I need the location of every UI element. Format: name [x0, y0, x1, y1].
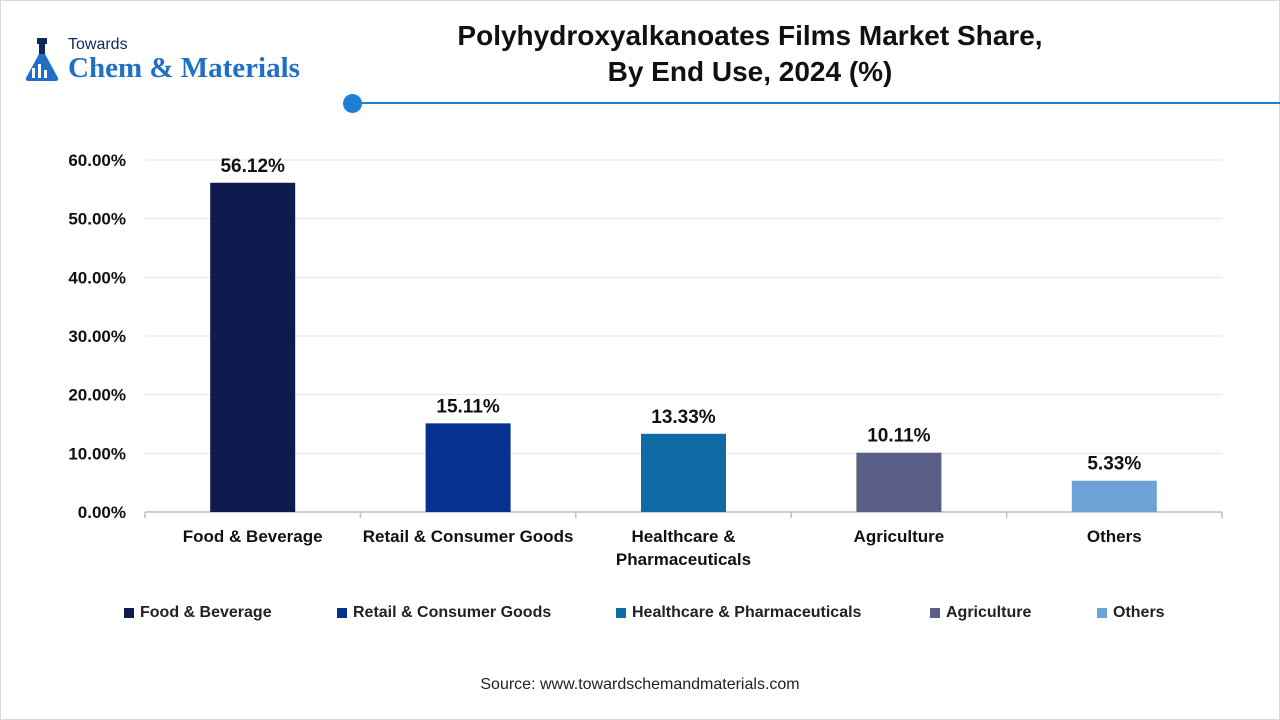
legend-swatch: [1097, 608, 1107, 618]
legend-label: Food & Beverage: [140, 604, 272, 621]
legend-label: Others: [1113, 604, 1165, 621]
data-label: 10.11%: [867, 426, 930, 447]
legend-item: Retail & Consumer Goods: [337, 604, 551, 622]
data-label: 56.12%: [220, 156, 285, 177]
legend-item: Others: [1097, 604, 1165, 622]
chart-title: Polyhydroxyalkanoates Films Market Share…: [440, 18, 1060, 90]
chart-title-line1: Polyhydroxyalkanoates Films Market Share…: [457, 20, 1043, 51]
data-label: 15.11%: [436, 396, 499, 417]
y-tick-label: 50.00%: [68, 210, 126, 229]
legend-label: Healthcare & Pharmaceuticals: [632, 604, 862, 621]
bar-chart: 0.00% 10.00% 20.00% 30.00% 40.00% 50.00% 60.00…: [68, 151, 1223, 569]
data-label: 13.33%: [651, 407, 716, 428]
x-tick-label: Healthcare &: [632, 527, 736, 546]
x-tick-label: Others: [1087, 527, 1142, 546]
legend-swatch: [124, 608, 134, 618]
legend-label: Retail & Consumer Goods: [353, 604, 552, 621]
bar: [210, 182, 296, 512]
x-tick-label: Agriculture: [854, 527, 945, 546]
x-tick-label: Pharmaceuticals: [616, 550, 751, 569]
y-tick-label: 20.00%: [68, 386, 126, 405]
brand-main-text: Chem & Materials: [68, 52, 300, 84]
bar: [856, 452, 942, 512]
x-tick-label: Retail & Consumer Goods: [363, 527, 574, 546]
data-label: 5.33%: [1087, 454, 1141, 475]
source-note: Source: www.towardschemandmaterials.com: [480, 676, 800, 693]
flask-icon: [25, 38, 59, 81]
legend-item: Food & Beverage: [124, 604, 272, 622]
bar: [425, 423, 511, 512]
y-tick-label: 30.00%: [68, 327, 126, 346]
legend-label: Agriculture: [946, 604, 1032, 621]
bar: [641, 433, 726, 512]
y-tick-label: 40.00%: [68, 268, 126, 287]
bar: [1071, 480, 1157, 512]
title-rule-dot: [343, 94, 362, 113]
y-tick-label: 60.00%: [68, 151, 126, 170]
brand-top-text: Towards: [68, 36, 128, 53]
y-tick-label: 0.00%: [78, 503, 126, 522]
y-tick-label: 10.00%: [68, 444, 126, 463]
chart-legend: Food & Beverage Retail & Consumer Goods He…: [0, 604, 1280, 624]
chart-title-line2: By End Use, 2024 (%): [607, 56, 893, 87]
legend-item: Agriculture: [930, 604, 1031, 622]
legend-swatch: [930, 608, 940, 618]
brand-logo: Towards Chem & Materials: [22, 34, 342, 90]
legend-item: Healthcare & Pharmaceuticals: [616, 604, 861, 622]
x-tick-label: Food & Beverage: [183, 527, 323, 546]
legend-swatch: [616, 608, 626, 618]
legend-swatch: [337, 608, 347, 618]
title-rule: [353, 102, 1280, 104]
